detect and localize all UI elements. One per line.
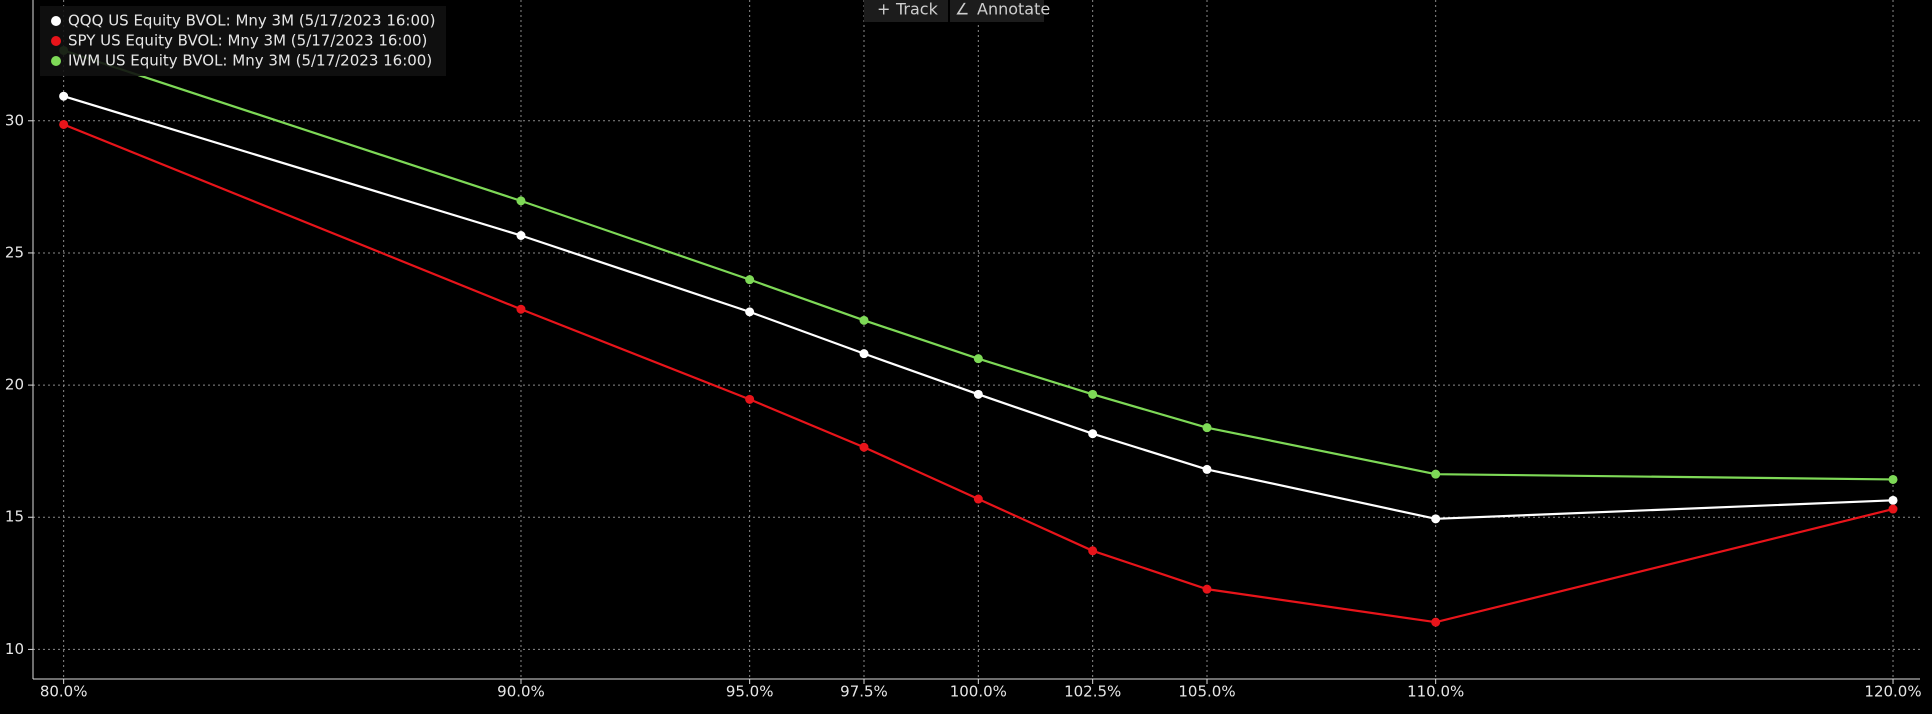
point xyxy=(516,230,526,240)
x-tick-label: 90.0% xyxy=(497,683,545,701)
annotate-icon: ∠ xyxy=(955,0,969,19)
x-tick-label: 95.0% xyxy=(726,683,774,701)
legend-label: SPY US Equity BVOL: Mny 3M (5/17/2023 16… xyxy=(68,32,427,50)
point xyxy=(1202,423,1212,433)
point xyxy=(59,91,69,101)
point xyxy=(59,119,69,129)
point xyxy=(973,354,983,364)
point xyxy=(1431,514,1441,524)
x-tick-label: 97.5% xyxy=(840,683,888,701)
y-tick-label: 20 xyxy=(5,376,24,394)
legend-marker xyxy=(51,56,61,66)
point xyxy=(1888,504,1898,514)
track-icon: + xyxy=(877,0,890,19)
point xyxy=(1888,495,1898,505)
point xyxy=(1088,546,1098,556)
legend-label: IWM US Equity BVOL: Mny 3M (5/17/2023 16… xyxy=(68,52,432,70)
x-tick-label: 105.0% xyxy=(1178,683,1235,701)
y-tick-label: 15 xyxy=(5,508,24,526)
track-button[interactable]: Track xyxy=(895,0,939,19)
point xyxy=(745,307,755,317)
grid: 10 15 20 25 30 80.0% 90.0% 95.0% 97.5% 100.0% 102.… xyxy=(5,0,1922,701)
point xyxy=(516,196,526,206)
legend-bg xyxy=(40,6,446,76)
x-tick-label: 100.0% xyxy=(950,683,1007,701)
point xyxy=(973,389,983,399)
point xyxy=(859,315,869,325)
point xyxy=(859,442,869,452)
annotate-button-bg xyxy=(950,0,1044,22)
legend-label: QQQ US Equity BVOL: Mny 3M (5/17/2023 16… xyxy=(68,12,435,30)
annotate-button[interactable]: Annotate xyxy=(977,0,1050,19)
point xyxy=(745,394,755,404)
y-tick-label: 25 xyxy=(5,243,24,261)
point xyxy=(1431,469,1441,479)
point xyxy=(1202,464,1212,474)
x-tick-label: 80.0% xyxy=(40,683,88,701)
y-tick-label: 30 xyxy=(5,111,24,129)
legend-marker xyxy=(51,36,61,46)
point xyxy=(1888,474,1898,484)
series-line xyxy=(63,123,1894,624)
point xyxy=(1088,429,1098,439)
x-tick-label: 120.0% xyxy=(1864,683,1921,701)
point xyxy=(745,275,755,285)
legend-marker xyxy=(51,16,61,26)
point xyxy=(1088,389,1098,399)
point xyxy=(973,494,983,504)
toolbar: + Track ∠ Annotate xyxy=(864,0,1050,22)
track-button-bg xyxy=(864,0,948,22)
x-tick-label: 102.5% xyxy=(1064,683,1121,701)
point xyxy=(516,304,526,314)
point xyxy=(1202,584,1212,594)
y-tick-label: 10 xyxy=(5,640,24,658)
point xyxy=(1431,617,1441,627)
point xyxy=(859,349,869,359)
legend: QQQ US Equity BVOL: Mny 3M (5/17/2023 16… xyxy=(40,6,446,76)
x-tick-label: 110.0% xyxy=(1407,683,1464,701)
